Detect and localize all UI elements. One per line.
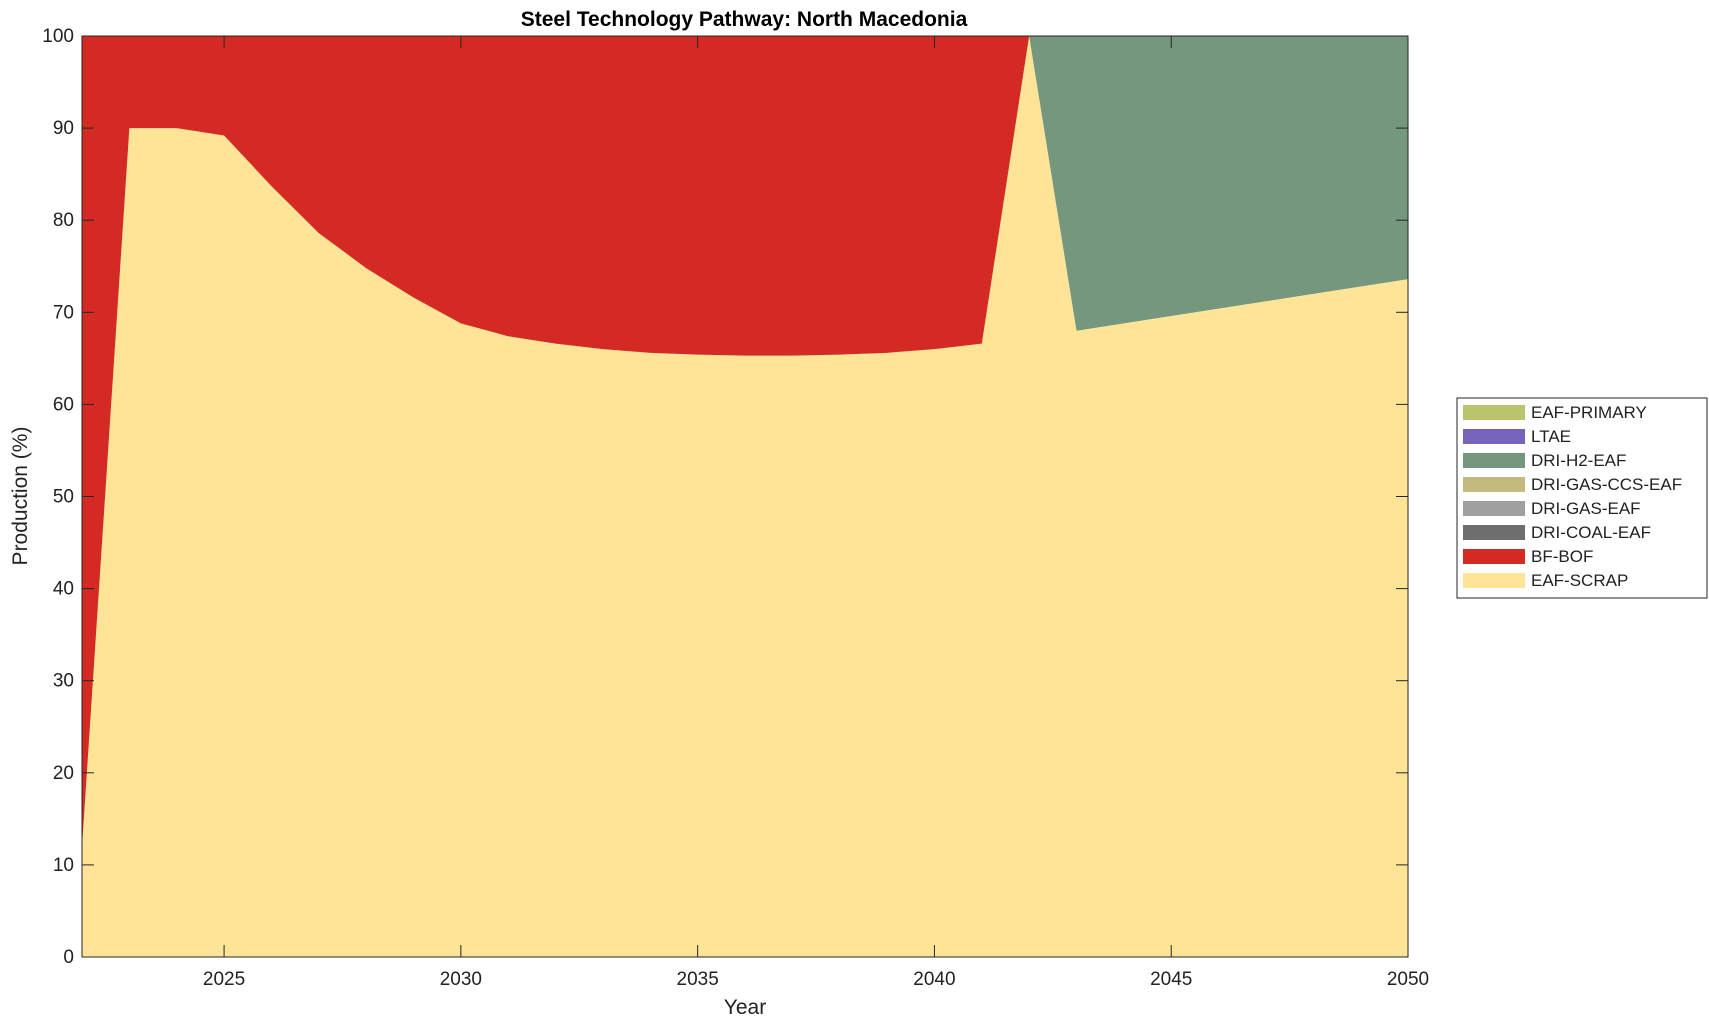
x-tick-label: 2030: [440, 969, 482, 990]
legend-swatch-dri-gas-eaf: [1463, 501, 1525, 516]
x-axis-title: Year: [724, 996, 766, 1019]
x-tick-label: 2025: [203, 969, 245, 990]
area-eaf-scrap: [82, 36, 1408, 957]
y-tick-label: 60: [53, 394, 74, 415]
area-bf-bof: [82, 36, 1408, 847]
x-tick-label: 2035: [677, 969, 719, 990]
x-tick-label: 2050: [1387, 969, 1429, 990]
legend-label-dri-coal-eaf: DRI-COAL-EAF: [1531, 523, 1651, 542]
y-tick-label: 40: [53, 579, 74, 600]
x-tick-label: 2045: [1150, 969, 1192, 990]
legend-label-eaf-scrap: EAF-SCRAP: [1531, 571, 1628, 590]
y-tick-label: 90: [53, 118, 74, 139]
y-tick-label: 50: [53, 487, 74, 508]
area-series-group: [82, 36, 1408, 957]
legend-swatch-bf-bof: [1463, 549, 1525, 564]
legend-label-ltae: LTAE: [1531, 427, 1571, 446]
legend-swatch-eaf-scrap: [1463, 573, 1525, 588]
y-axis-title: Production (%): [9, 427, 32, 566]
legend-label-dri-h2-eaf: DRI-H2-EAF: [1531, 451, 1626, 470]
chart-title: Steel Technology Pathway: North Macedoni…: [521, 8, 968, 31]
y-tick-label: 0: [63, 947, 74, 968]
x-axis-ticks: 2025 2030 2035 2040 2045 2050: [203, 36, 1429, 990]
legend-label-eaf-primary: EAF-PRIMARY: [1531, 403, 1647, 422]
legend-label-dri-gas-ccs-eaf: DRI-GAS-CCS-EAF: [1531, 475, 1682, 494]
legend-swatch-dri-coal-eaf: [1463, 525, 1525, 540]
y-tick-label: 70: [53, 302, 74, 323]
legend-swatch-ltae: [1463, 429, 1525, 444]
y-tick-label: 100: [42, 26, 74, 47]
y-tick-label: 80: [53, 210, 74, 231]
y-axis-ticks: 0 10 20 30 40 50 60 70 80 90 100: [42, 26, 1408, 968]
legend-swatch-dri-h2-eaf: [1463, 453, 1525, 468]
y-tick-label: 30: [53, 671, 74, 692]
y-tick-label: 10: [53, 855, 74, 876]
legend-label-dri-gas-eaf: DRI-GAS-EAF: [1531, 499, 1641, 518]
legend-swatch-dri-gas-ccs-eaf: [1463, 477, 1525, 492]
legend-swatch-eaf-primary: [1463, 405, 1525, 420]
y-tick-label: 20: [53, 763, 74, 784]
legend-label-bf-bof: BF-BOF: [1531, 547, 1593, 566]
x-tick-label: 2040: [913, 969, 955, 990]
area-dri-h2-eaf: [82, 36, 1408, 331]
legend: EAF-PRIMARY LTAE DRI-H2-EAF DRI-GAS-CCS-EAF…: [1456, 397, 1708, 599]
legend-box: [1456, 397, 1708, 599]
